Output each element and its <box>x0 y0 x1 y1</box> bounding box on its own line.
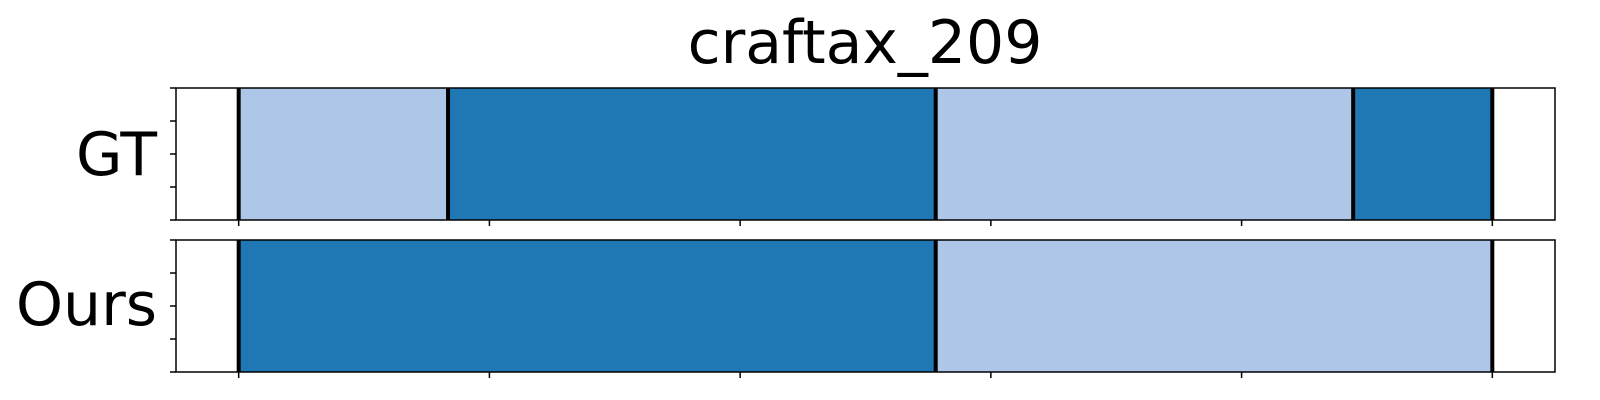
segment-0-2 <box>935 88 1354 220</box>
segment-1-0 <box>238 240 936 372</box>
row-label-gt: GT <box>76 120 157 190</box>
segment-1-1 <box>935 240 1493 372</box>
segment-0-0 <box>238 88 449 220</box>
axes-frame-0 <box>175 87 1556 221</box>
row-label-ours: Ours <box>16 270 157 340</box>
segment-0-3 <box>1353 88 1493 220</box>
chart-title: craftax_209 <box>688 8 1043 78</box>
plot-layer <box>170 87 1556 378</box>
segment-0-1 <box>448 88 936 220</box>
axes-frame-1 <box>175 239 1556 373</box>
